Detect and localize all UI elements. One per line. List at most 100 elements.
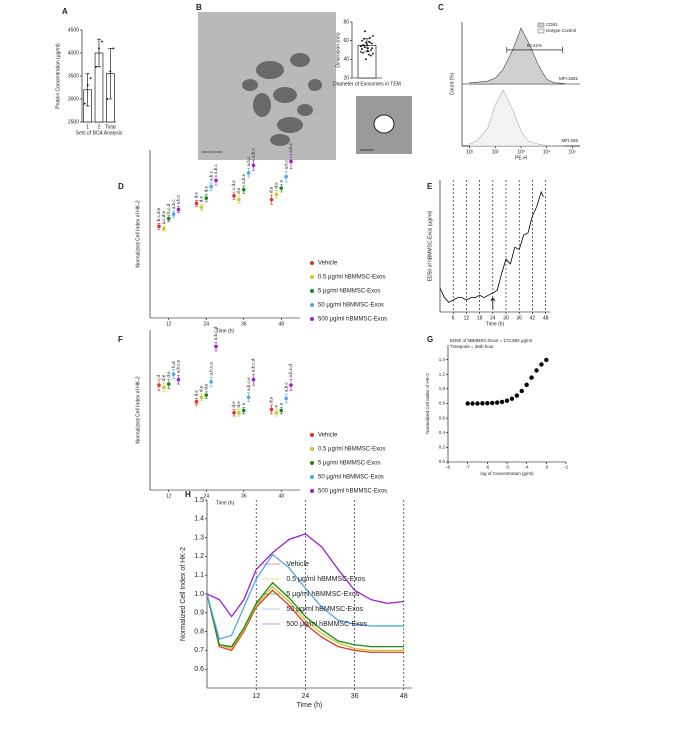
- legend-label: Vehicle: [318, 433, 338, 439]
- data-point: [232, 410, 236, 415]
- data-point: [214, 344, 218, 349]
- data-point: [544, 357, 549, 363]
- annotation: MFI:256: [561, 138, 578, 143]
- y-tick-label: 3000: [68, 96, 79, 102]
- significance-label: a,b,c: [176, 194, 181, 205]
- line: [206, 585, 404, 652]
- x-tick-label: 30: [503, 315, 509, 321]
- significance-label: d,e: [194, 390, 199, 397]
- legend-label: 0.5 μg/ml hBMMSC-Exos: [286, 576, 365, 583]
- data-point: [284, 396, 288, 401]
- data-point: [470, 401, 475, 406]
- data-point: [372, 52, 374, 55]
- data-point: [289, 159, 293, 164]
- data-point: [162, 226, 166, 231]
- data-point: [204, 196, 209, 200]
- y-tick-label: 80: [343, 19, 349, 25]
- x-axis-label: Sets of BCA Analysis: [76, 130, 123, 136]
- y-tick-label: 1.4: [194, 516, 204, 523]
- significance-label: a,b,c: [213, 163, 218, 174]
- data-point: [519, 388, 524, 394]
- y-tick-label: 0.4: [439, 430, 446, 435]
- y-axis-label: Normalized Cell Index of HK-2: [180, 547, 187, 641]
- x-axis-label: Time (h): [486, 321, 505, 327]
- significance-label: a,b,c: [283, 381, 288, 392]
- legend-label: 500 μg/ml hBMMSC-Exos: [318, 317, 387, 323]
- data-point: [171, 212, 176, 216]
- x-tick-label: 24: [302, 693, 310, 700]
- data-point: [370, 49, 372, 51]
- y-tick-label: 0.6: [439, 415, 446, 420]
- data-point: [360, 50, 362, 53]
- y-axis-label: Protein Concentration (μg/ml): [55, 43, 61, 109]
- data-point: [363, 37, 365, 40]
- data-point: [361, 39, 363, 42]
- significance-label: d,e: [166, 371, 171, 378]
- data-point: [106, 98, 109, 100]
- annotation: MFI:1681: [559, 76, 579, 81]
- data-point: [237, 410, 241, 415]
- x-axis-label: Time (h): [216, 328, 235, 334]
- data-point: [214, 178, 218, 183]
- legend-swatch: [310, 447, 314, 451]
- data-point: [372, 35, 374, 37]
- data-point: [209, 184, 213, 189]
- data-point: [199, 205, 204, 210]
- annotation: Timepoint = 26th hour: [450, 344, 494, 349]
- significance-label: a,b,e: [241, 173, 246, 184]
- legend-swatch: [310, 289, 314, 293]
- y-tick-label: 60: [343, 38, 349, 44]
- y-tick-label: 20: [343, 75, 349, 81]
- x-axis-label: Time (h): [297, 702, 323, 709]
- data-point: [361, 48, 363, 50]
- significance-label: e: [241, 402, 246, 405]
- data-point: [499, 399, 505, 405]
- legend-swatch: [310, 317, 314, 321]
- significance-label: a,b,c,d: [213, 326, 218, 340]
- data-point: [369, 36, 371, 39]
- legend-label: 0.5 μg/ml hBMMSC-Exos: [318, 275, 385, 281]
- data-point: [509, 396, 515, 401]
- significance-label: a,b,c,e: [246, 377, 251, 391]
- legend-swatch: [310, 261, 314, 265]
- significance-label: a,b,c: [208, 170, 213, 181]
- vesicle: [242, 79, 258, 91]
- x-tick-label: Total: [105, 124, 116, 130]
- x-tick-label: 2: [98, 124, 101, 130]
- x-tick-label: 48: [400, 693, 408, 700]
- error-bar: [108, 48, 113, 100]
- y-tick-label: 0.8: [439, 401, 446, 406]
- annotation: ED50 of hBMMSC-Exos = 172.582 μg/ml: [450, 338, 532, 343]
- significance-label: d,e: [194, 192, 199, 199]
- x-tick-label: 18: [477, 315, 483, 321]
- data-point: [95, 65, 97, 68]
- significance-label: d,e: [236, 187, 241, 194]
- significance-label: d,e: [231, 401, 236, 408]
- significance-label: a,b,c,d: [288, 364, 293, 378]
- y-tick-label: 1.0: [194, 591, 204, 598]
- x-tick-label: 12: [252, 693, 260, 700]
- significance-label: a,b,c: [246, 156, 251, 167]
- significance-label: d: [156, 375, 161, 378]
- x-tick-label: 12: [166, 321, 172, 327]
- significance-label: d,e: [269, 396, 274, 403]
- significance-label: d,e: [274, 182, 279, 189]
- legend-label: 500 μg/ml hBMMSC-Exos: [286, 621, 367, 628]
- data-point: [86, 84, 89, 87]
- y-tick-label: 1.5: [194, 497, 204, 504]
- data-point: [176, 207, 181, 212]
- data-point: [360, 45, 362, 48]
- legend-swatch: [537, 28, 545, 34]
- vesicle: [297, 104, 313, 116]
- y-axis-label: ED50 of hBMMSC-Exos (μg/ml): [427, 210, 433, 281]
- x-axis-label: PE-H: [515, 155, 527, 161]
- data-point: [289, 383, 293, 387]
- error-bar: [97, 38, 101, 68]
- significance-label: d,e: [161, 374, 166, 381]
- data-point: [204, 393, 209, 397]
- data-point: [475, 401, 480, 406]
- x-tick-label: 10⁴: [543, 149, 551, 155]
- significance-label: a,b,c: [288, 142, 293, 153]
- data-point: [465, 401, 470, 406]
- x-tick-label: 10⁵: [568, 149, 576, 155]
